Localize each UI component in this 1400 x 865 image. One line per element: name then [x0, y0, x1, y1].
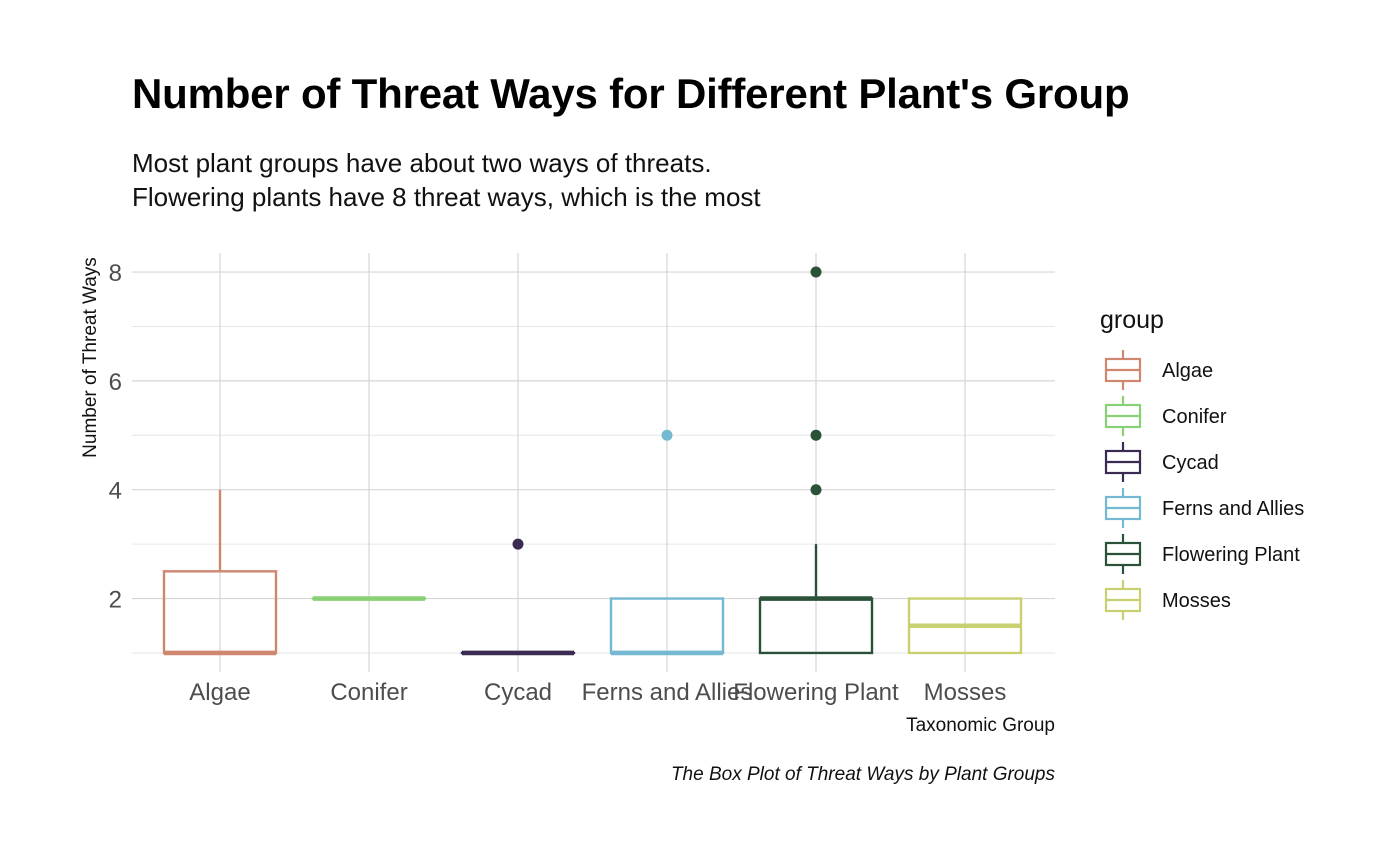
chart-title: Number of Threat Ways for Different Plan…	[132, 70, 1130, 117]
x-tick-label: Ferns and Allies	[582, 679, 753, 706]
legend-key-mosses	[1104, 580, 1142, 620]
legend-key-algae	[1104, 350, 1142, 390]
legend-title: group	[1100, 306, 1164, 334]
legend-key-ferns-and-allies	[1104, 488, 1142, 528]
box-ferns-and-allies	[609, 429, 725, 656]
outlier-point	[661, 429, 673, 441]
y-tick-label: 4	[109, 478, 122, 505]
x-axis-title: Taxonomic Group	[906, 715, 1055, 736]
legend-label: Ferns and Allies	[1162, 498, 1304, 520]
outlier-point	[512, 538, 524, 550]
legend-key-flowering-plant	[1104, 534, 1142, 574]
box-layer	[162, 266, 1023, 656]
legend-label: Cycad	[1162, 452, 1219, 474]
x-tick-label: Mosses	[924, 679, 1007, 706]
box-rect	[758, 597, 874, 655]
legend-key-conifer	[1104, 396, 1142, 436]
chart-caption: The Box Plot of Threat Ways by Plant Gro…	[671, 764, 1056, 785]
outlier-point	[810, 266, 822, 278]
box-rect	[162, 570, 278, 655]
grid-lines	[132, 253, 1055, 672]
box-rect	[609, 597, 725, 655]
axis-labels: 2 4 6 8 Algae Conifer Cycad Ferns and AlliesFlo…	[109, 260, 1007, 706]
legend-label: Mosses	[1162, 590, 1231, 612]
y-axis-title: Number of Threat Ways	[80, 257, 101, 458]
legend-label: Flowering Plant	[1162, 544, 1300, 566]
x-tick-label: Cycad	[484, 679, 552, 706]
outlier-point	[810, 429, 822, 441]
chart-subtitle: Most plant groups have about two ways of…	[132, 146, 761, 214]
legend-label: Conifer	[1162, 406, 1227, 428]
legend-key-cycad	[1104, 442, 1142, 482]
box-flowering-plant	[758, 266, 874, 655]
legend-label: Algae	[1162, 360, 1213, 382]
outlier-point	[810, 484, 822, 496]
chart-subtitle-line-2: Flowering plants have 8 threat ways, whi…	[132, 182, 761, 212]
chart-subtitle-line-1: Most plant groups have about two ways of…	[132, 148, 712, 178]
y-tick-label: 6	[109, 369, 122, 396]
y-tick-label: 8	[109, 260, 122, 287]
box-cycad	[460, 538, 576, 656]
legend: group Algae Conifer Cycad Ferns and Allies F…	[1100, 306, 1304, 620]
box-mosses	[907, 597, 1023, 655]
x-tick-label: Algae	[189, 679, 250, 706]
box-algae	[162, 489, 278, 656]
y-tick-label: 2	[109, 587, 122, 614]
x-tick-label: Flowering Plant	[733, 679, 899, 706]
x-tick-label: Conifer	[330, 679, 407, 706]
